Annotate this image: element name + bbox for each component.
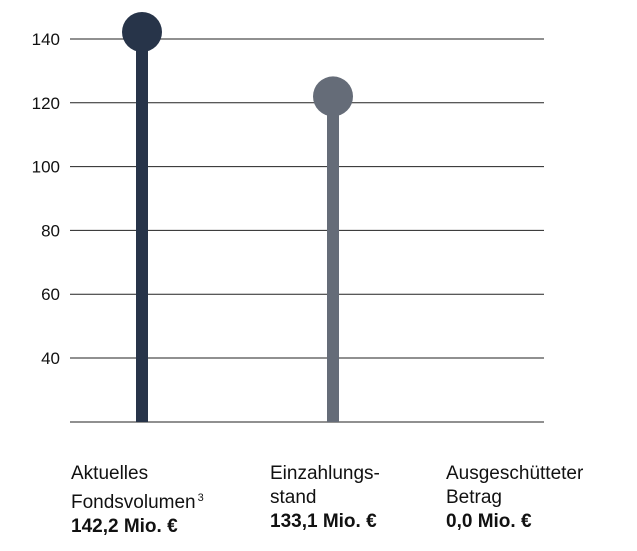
chart-marks	[122, 11, 353, 422]
y-tick-label: 60	[41, 285, 60, 304]
category-line1: Ausgeschütteter	[446, 463, 584, 484]
category-value: 0,0 Mio. €	[446, 511, 532, 532]
y-tick-label: 120	[32, 94, 60, 113]
lollipop-head-0	[122, 11, 162, 52]
category-label-einzahlungsstand: Einzahlungs- stand 133,1 Mio. €	[270, 462, 380, 534]
category-value: 142,2 Mio. €	[71, 516, 178, 537]
lollipop-head-1	[313, 76, 353, 117]
footnote-marker: 3	[197, 492, 204, 504]
category-value: 133,1 Mio. €	[270, 511, 377, 532]
y-tick-label: 40	[41, 349, 60, 368]
category-line2: Fondsvolumen 3	[71, 486, 204, 515]
category-label-aktuelles-fondsvolumen: Aktuelles Fondsvolumen 3 142,2 Mio. €	[71, 462, 204, 539]
y-tick-label: 100	[32, 158, 60, 177]
category-line1: Einzahlungs-	[270, 463, 380, 484]
category-line2: Betrag	[446, 487, 502, 508]
y-tick-label: 80	[41, 221, 60, 240]
y-tick-label: 140	[32, 30, 60, 49]
y-axis-ticks: 40 60 80 100 120 140	[32, 30, 60, 368]
category-label-ausgeschuetteter-betrag: Ausgeschütteter Betrag 0,0 Mio. €	[446, 462, 583, 534]
category-line1: Aktuelles	[71, 463, 149, 484]
category-line2-text: Fondsvolumen	[71, 492, 196, 513]
category-line2: stand	[270, 487, 317, 508]
